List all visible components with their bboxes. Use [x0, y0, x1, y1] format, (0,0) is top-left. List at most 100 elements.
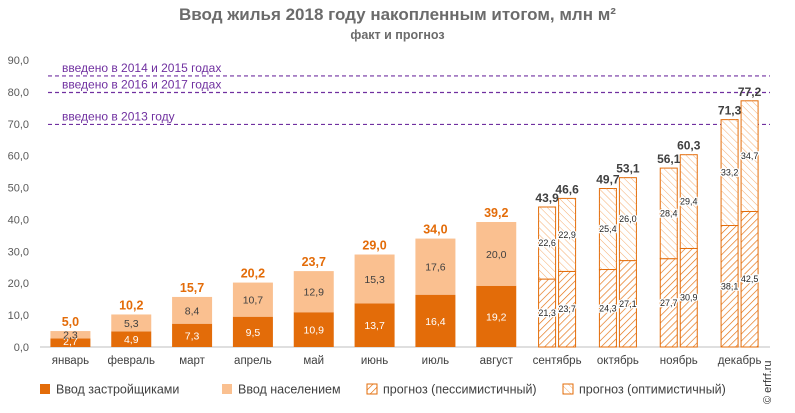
legend-label: прогноз (пессимистичный): [383, 383, 537, 397]
x-tick-label: март: [179, 355, 205, 367]
reference-label: введено в 2016 и 2017 годах: [62, 78, 221, 92]
data-label-population: 15,3: [364, 274, 385, 286]
legend-swatch: [366, 383, 378, 395]
bar-forecast-population-hatch: [680, 154, 698, 249]
bar-developers: [293, 312, 334, 347]
data-label-forecast-developers: 23,7: [558, 304, 576, 314]
y-tick-label: 60,0: [8, 151, 29, 163]
bar-forecast-population-hatch: [660, 168, 678, 259]
data-label-developers: 2,7: [63, 336, 78, 348]
y-tick-label: 90,0: [8, 55, 29, 67]
total-label: 10,2: [119, 298, 143, 312]
data-label-forecast-population: 33,2: [721, 168, 739, 178]
data-label-population: 2,3: [63, 330, 78, 342]
data-label-population: 12,9: [304, 287, 325, 299]
bar-developers: [415, 294, 456, 347]
data-label-forecast-population: 29,4: [680, 197, 698, 207]
bar-developers: [354, 303, 395, 347]
data-label-developers: 4,9: [124, 334, 139, 346]
bar-population: [293, 271, 334, 313]
total-label-forecast: 77,2: [738, 85, 762, 99]
legend-swatch: [222, 384, 232, 394]
data-label-forecast-population: 22,9: [558, 230, 576, 240]
data-label-developers: 10,9: [304, 325, 325, 337]
bar-population: [415, 238, 456, 295]
reference-label: введено в 2013 году: [62, 109, 175, 123]
data-label-developers: 7,3: [185, 330, 200, 342]
x-tick-label: август: [480, 355, 514, 367]
data-label-forecast-developers: 30,9: [680, 293, 698, 303]
total-label: 39,2: [484, 206, 508, 220]
bar-forecast-population-hatch: [558, 198, 576, 272]
data-label-forecast-developers: 21,3: [538, 308, 556, 318]
total-label: 15,7: [180, 281, 204, 295]
bar-population: [354, 254, 395, 304]
data-label-forecast-population: 34,7: [741, 151, 759, 161]
chart-subtitle: факт и прогноз: [350, 28, 445, 42]
data-label-forecast-developers: 38,1: [721, 281, 739, 291]
data-label-forecast-population: 26,0: [619, 214, 637, 224]
total-label: 5,0: [62, 315, 79, 329]
bar-forecast-population-hatch: [538, 207, 556, 280]
x-tick-label: май: [303, 355, 324, 367]
data-label-developers: 19,2: [486, 311, 507, 323]
y-tick-label: 40,0: [8, 214, 29, 226]
data-label-forecast-developers: 27,1: [619, 299, 637, 309]
bar-developers: [111, 331, 152, 347]
data-label-developers: 16,4: [425, 316, 446, 328]
total-label: 23,7: [302, 255, 326, 269]
bar-forecast-population-hatch: [599, 188, 617, 270]
x-tick-label: декабрь: [718, 355, 762, 367]
total-label: 29,0: [362, 239, 386, 253]
legend-label: прогноз (оптимистичный): [579, 383, 726, 397]
bar-developers: [476, 285, 517, 347]
data-label-population: 17,6: [425, 262, 446, 274]
bar-forecast-population-hatch: [619, 177, 637, 261]
bar-population: [111, 314, 152, 332]
data-label-developers: 9,5: [246, 327, 261, 339]
data-label-population: 8,4: [185, 305, 200, 317]
bar-developers: [172, 323, 213, 347]
legend-label: Ввод застройщиками: [56, 383, 179, 397]
total-label-forecast: 43,9: [535, 191, 559, 205]
x-tick-label: февраль: [108, 355, 155, 367]
total-label-forecast: 46,6: [555, 182, 579, 196]
total-label: 20,2: [241, 267, 265, 281]
data-label-forecast-developers: 42,5: [741, 274, 759, 284]
reference-label: введено в 2014 и 2015 годах: [62, 61, 221, 75]
x-tick-label: июнь: [361, 355, 388, 367]
total-label-forecast: 60,3: [677, 139, 701, 153]
data-label-population: 10,7: [243, 295, 264, 307]
data-label-developers: 13,7: [364, 320, 385, 332]
data-label-population: 5,3: [124, 318, 139, 330]
y-tick-label: 70,0: [8, 119, 29, 131]
y-tick-label: 30,0: [8, 246, 29, 258]
y-tick-label: 0,0: [14, 342, 29, 354]
data-label-forecast-population: 25,4: [599, 224, 617, 234]
legend-swatch: [40, 384, 50, 394]
total-label: 34,0: [423, 223, 447, 237]
legend-swatch: [562, 383, 574, 395]
bar-developers: [232, 316, 273, 347]
total-label-forecast: 71,3: [718, 104, 742, 118]
x-tick-label: октябрь: [597, 355, 639, 367]
total-label-forecast: 49,7: [596, 173, 620, 187]
bar-population: [50, 331, 91, 339]
x-tick-label: июль: [422, 355, 450, 367]
bar-forecast-population-hatch: [741, 100, 759, 212]
y-tick-label: 50,0: [8, 183, 29, 195]
chart-title: Ввод жилья 2018 году накопленным итогом,…: [179, 5, 616, 24]
bar-developers: [50, 338, 91, 347]
x-tick-label: январь: [52, 355, 89, 367]
bar-population: [172, 296, 213, 324]
y-tick-label: 20,0: [8, 278, 29, 290]
total-label-forecast: 56,1: [657, 152, 681, 166]
data-label-forecast-developers: 27,7: [660, 298, 678, 308]
bar-forecast-population-hatch: [721, 119, 739, 226]
x-tick-label: сентябрь: [533, 355, 582, 367]
y-tick-label: 10,0: [8, 310, 29, 322]
total-label-forecast: 53,1: [616, 162, 640, 176]
data-label-forecast-population: 28,4: [660, 208, 678, 218]
bar-population: [476, 221, 517, 286]
